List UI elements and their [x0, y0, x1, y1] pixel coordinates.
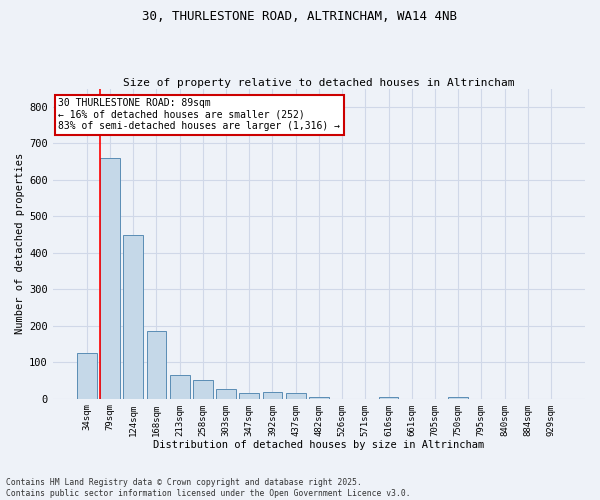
Title: Size of property relative to detached houses in Altrincham: Size of property relative to detached ho…	[123, 78, 515, 88]
Text: 30, THURLESTONE ROAD, ALTRINCHAM, WA14 4NB: 30, THURLESTONE ROAD, ALTRINCHAM, WA14 4…	[143, 10, 458, 23]
Bar	[146, 332, 166, 398]
Bar	[309, 396, 329, 398]
Y-axis label: Number of detached properties: Number of detached properties	[15, 153, 25, 334]
Bar	[193, 380, 213, 398]
Bar	[286, 394, 305, 398]
Bar	[263, 392, 283, 398]
Bar	[379, 397, 398, 398]
Bar	[124, 234, 143, 398]
X-axis label: Distribution of detached houses by size in Altrincham: Distribution of detached houses by size …	[153, 440, 485, 450]
Text: 30 THURLESTONE ROAD: 89sqm
← 16% of detached houses are smaller (252)
83% of sem: 30 THURLESTONE ROAD: 89sqm ← 16% of deta…	[58, 98, 340, 132]
Bar	[77, 353, 97, 399]
Bar	[239, 394, 259, 398]
Bar	[216, 388, 236, 398]
Text: Contains HM Land Registry data © Crown copyright and database right 2025.
Contai: Contains HM Land Registry data © Crown c…	[6, 478, 410, 498]
Bar	[170, 375, 190, 398]
Bar	[448, 396, 468, 398]
Bar	[100, 158, 120, 398]
